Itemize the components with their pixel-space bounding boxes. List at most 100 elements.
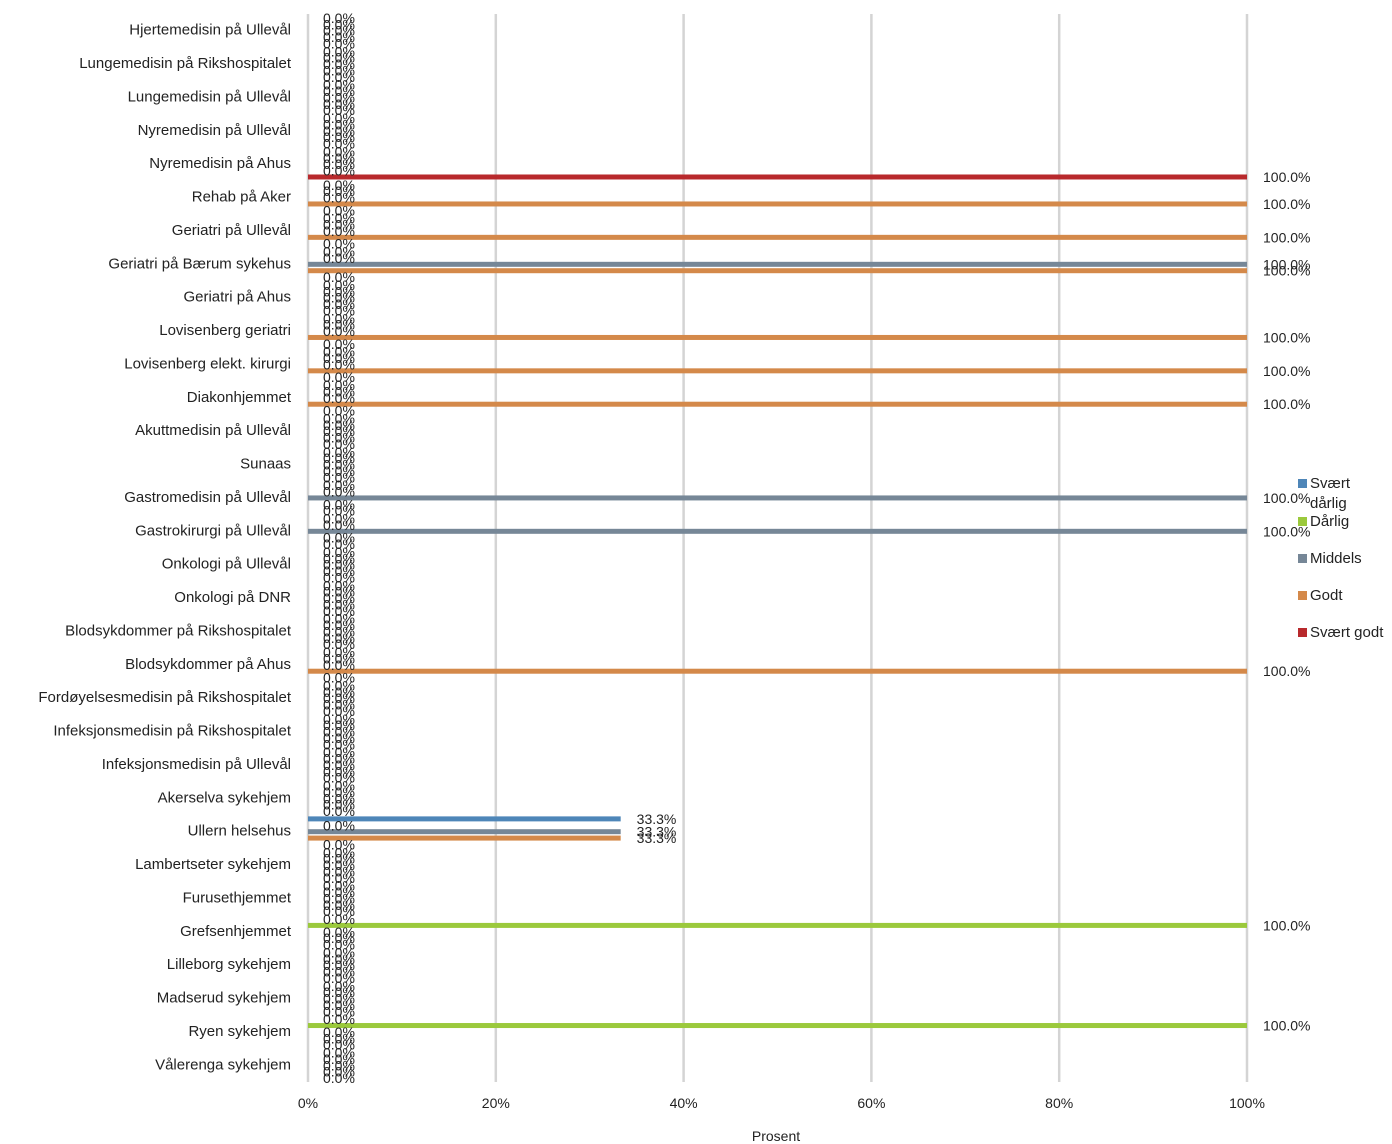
data-label: 0.0%: [323, 944, 355, 960]
data-label: 33.3%: [637, 830, 677, 846]
bar: [308, 401, 1247, 407]
data-label: 0.0%: [323, 544, 355, 560]
data-label: 33.3%: [637, 824, 677, 840]
data-label: 0.0%: [323, 1064, 355, 1080]
legend-swatch: [1298, 554, 1307, 563]
data-label: 0.0%: [323, 550, 355, 566]
data-label: 0.0%: [323, 356, 355, 372]
data-label: 0.0%: [323, 670, 355, 686]
category-label: Grefsenhjemmet: [180, 923, 292, 940]
data-label: 0.0%: [323, 603, 355, 619]
category-label: Onkologi på Ullevål: [162, 556, 291, 573]
bar: [308, 201, 1247, 207]
data-label: 0.0%: [323, 496, 355, 512]
bar: [308, 268, 1247, 274]
legend-label: Svært dårlig: [1310, 475, 1351, 512]
data-label: 0.0%: [323, 150, 355, 166]
legend-label: Svært godt: [1310, 624, 1384, 641]
data-label: 0.0%: [323, 957, 355, 973]
data-label: 0.0%: [323, 890, 355, 906]
data-label: 0.0%: [323, 778, 355, 794]
data-label: 0.0%: [323, 584, 355, 600]
bar: [308, 495, 1247, 501]
data-label: 0.0%: [323, 457, 355, 473]
data-label: 0.0%: [323, 937, 355, 953]
data-label: 0.0%: [323, 657, 355, 673]
data-label: 0.0%: [323, 951, 355, 967]
data-label: 0.0%: [323, 469, 355, 485]
data-label: 100.0%: [1263, 396, 1310, 412]
x-tick-label: 100%: [1229, 1095, 1265, 1111]
data-label: 0.0%: [323, 530, 355, 546]
data-label: 0.0%: [323, 223, 355, 239]
data-label: 0.0%: [323, 116, 355, 132]
data-label: 100.0%: [1263, 256, 1310, 272]
data-label: 0.0%: [323, 430, 355, 446]
bar: [308, 1023, 1247, 1029]
data-label: 0.0%: [323, 323, 355, 339]
x-tick-label: 0%: [298, 1095, 318, 1111]
data-label: 0.0%: [323, 77, 355, 93]
category-label: Gastrokirurgi på Ullevål: [135, 522, 291, 539]
data-label: 0.0%: [323, 403, 355, 419]
data-label: 0.0%: [323, 563, 355, 579]
data-label: 0.0%: [323, 617, 355, 633]
data-label: 0.0%: [323, 630, 355, 646]
data-label: 100.0%: [1263, 329, 1310, 345]
data-label: 100.0%: [1263, 490, 1310, 506]
data-label: 0.0%: [323, 590, 355, 606]
data-label: 0.0%: [323, 930, 355, 946]
data-label: 0.0%: [323, 878, 355, 894]
data-label: 0.0%: [323, 677, 355, 693]
category-label: Akerselva sykehjem: [158, 789, 291, 806]
category-label: Blodsykdommer på Rikshospitalet: [65, 622, 292, 639]
data-label: 0.0%: [323, 1045, 355, 1061]
data-label: 0.0%: [323, 463, 355, 479]
data-label: 0.0%: [323, 711, 355, 727]
data-label: 0.0%: [323, 623, 355, 639]
data-label: 0.0%: [323, 29, 355, 45]
data-label: 0.0%: [323, 724, 355, 740]
data-label: 0.0%: [323, 210, 355, 226]
data-label: 0.0%: [323, 870, 355, 886]
data-label: 0.0%: [323, 744, 355, 760]
data-label: 0.0%: [323, 751, 355, 767]
data-label: 0.0%: [323, 110, 355, 126]
data-label: 0.0%: [323, 336, 355, 352]
data-label: 0.0%: [323, 596, 355, 612]
category-label: Madserud sykehjem: [157, 990, 291, 1007]
data-label: 0.0%: [323, 997, 355, 1013]
data-label: 0.0%: [323, 56, 355, 72]
legend-label: Middels: [1310, 550, 1362, 567]
data-label: 0.0%: [323, 991, 355, 1007]
data-label: 0.0%: [323, 50, 355, 66]
data-label: 0.0%: [323, 1070, 355, 1086]
category-label: Lungemedisin på Ullevål: [128, 88, 291, 105]
data-label: 0.0%: [323, 970, 355, 986]
category-label: Hjertemedisin på Ullevål: [129, 22, 291, 39]
data-label: 0.0%: [323, 177, 355, 193]
data-label: 0.0%: [323, 444, 355, 460]
data-label: 0.0%: [323, 763, 355, 779]
data-label: 0.0%: [323, 1037, 355, 1053]
bar: [308, 922, 1247, 928]
data-label: 0.0%: [323, 35, 355, 51]
x-tick-label: 60%: [857, 1095, 885, 1111]
data-label: 0.0%: [323, 703, 355, 719]
category-label: Vålerenga sykehjem: [155, 1056, 291, 1073]
data-label: 100.0%: [1263, 363, 1310, 379]
data-label: 0.0%: [323, 156, 355, 172]
bar: [308, 174, 1247, 180]
category-label: Blodsykdommer på Ahus: [125, 656, 291, 673]
data-label: 0.0%: [323, 244, 355, 260]
data-label: 100.0%: [1263, 263, 1310, 279]
data-label: 0.0%: [323, 697, 355, 713]
data-label: 100.0%: [1263, 663, 1310, 679]
category-label: Onkologi på DNR: [174, 589, 291, 606]
data-label: 100.0%: [1263, 523, 1310, 539]
data-label: 0.0%: [323, 290, 355, 306]
category-label: Diakonhjemmet: [187, 389, 292, 406]
data-label: 0.0%: [323, 644, 355, 660]
data-label: 0.0%: [323, 784, 355, 800]
